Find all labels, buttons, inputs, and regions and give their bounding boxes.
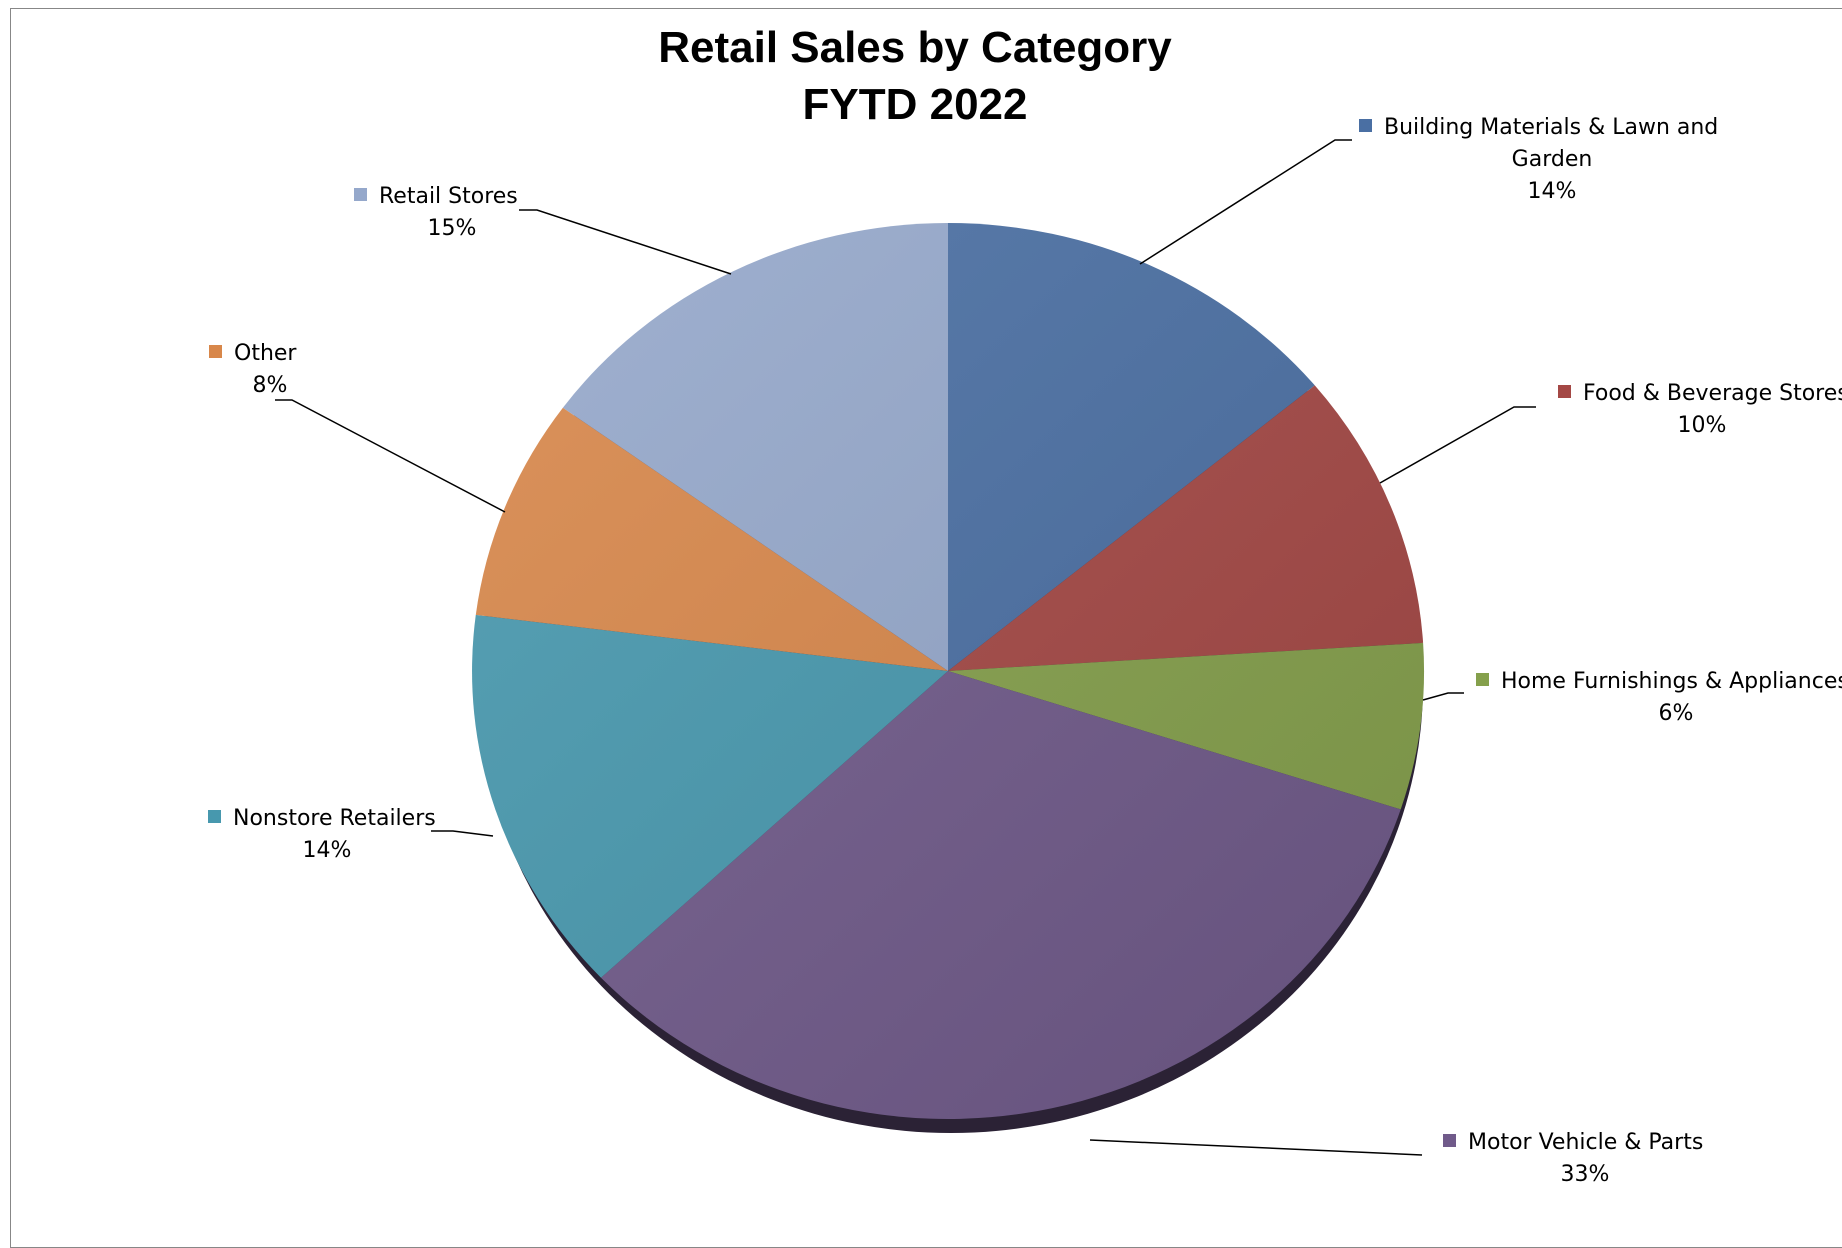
leader-line <box>519 209 732 275</box>
label-color-swatch <box>1443 1134 1456 1147</box>
leader-line <box>1139 139 1352 265</box>
leader-line <box>1379 406 1536 484</box>
slice-category-label: Garden <box>1512 147 1593 172</box>
label-color-swatch <box>209 345 222 358</box>
slice-value-label: 15% <box>428 216 477 241</box>
slice-value-label: 6% <box>1659 701 1694 726</box>
label-color-swatch <box>1558 385 1571 398</box>
chart-title-line-2: FYTD 2022 <box>803 80 1028 129</box>
leader-lines <box>275 139 1536 1156</box>
pie-sheen <box>472 223 1424 1119</box>
leader-line <box>431 830 494 837</box>
slice-category-label: Nonstore Retailers <box>233 806 436 831</box>
leader-line <box>1422 692 1464 701</box>
slice-category-label: Motor Vehicle & Parts <box>1468 1130 1703 1155</box>
chart-title-line-1: Retail Sales by Category <box>658 23 1172 72</box>
slice-labels: Building Materials & Lawn and Garden 14% Fo… <box>208 115 1842 1187</box>
pie-sheen-overlay <box>472 223 1424 1119</box>
slice-value-label: 33% <box>1561 1162 1610 1187</box>
slice-category-label: Food & Beverage Stores <box>1583 381 1842 406</box>
label-color-swatch <box>1359 119 1372 132</box>
slice-category-label: Retail Stores <box>379 184 518 209</box>
slice-category-label: Building Materials & Lawn and <box>1384 115 1718 140</box>
label-color-swatch <box>354 188 367 201</box>
label-color-swatch <box>208 810 221 823</box>
leader-line <box>1089 1139 1423 1156</box>
slice-value-label: 8% <box>253 373 288 398</box>
slice-category-label: Home Furnishings & Appliances <box>1501 669 1842 694</box>
slice-value-label: 14% <box>1528 179 1577 204</box>
slice-value-label: 10% <box>1678 413 1727 438</box>
slice-value-label: 14% <box>303 838 352 863</box>
slice-category-label: Other <box>234 341 297 366</box>
label-color-swatch <box>1476 673 1489 686</box>
leader-line <box>275 399 506 513</box>
